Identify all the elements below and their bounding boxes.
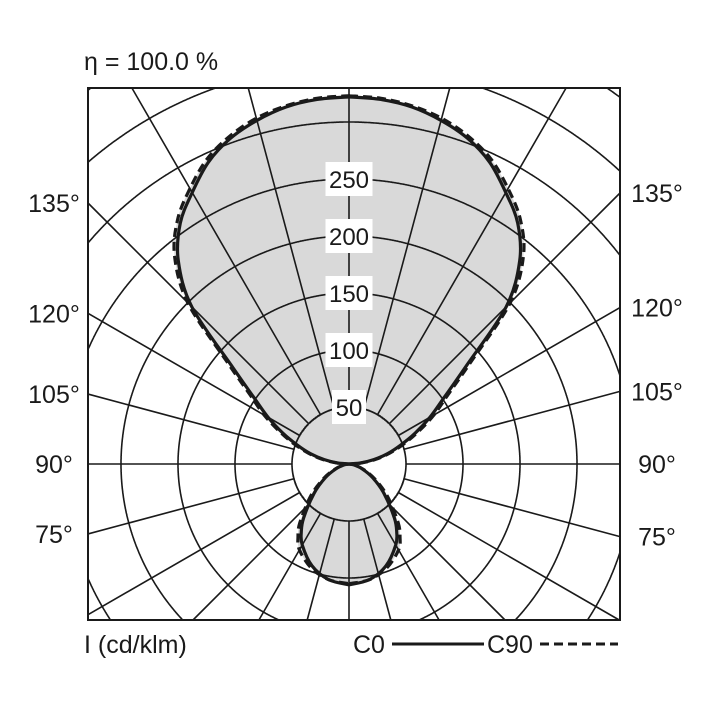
- tick-label-bg: [332, 390, 366, 424]
- grid-ring: [87, 121, 621, 256]
- grid-spoke: [258, 512, 322, 621]
- grid-spoke: [306, 518, 336, 621]
- grid-spoke: [192, 503, 310, 621]
- angle-label-left: 105°: [28, 381, 80, 409]
- radial-tick-labels: 50 100 150 200 250: [325, 162, 373, 424]
- grid-spoke: [247, 87, 336, 410]
- tick-label-bg: [325, 219, 373, 253]
- radial-tick-label: 150: [329, 281, 369, 308]
- grid-spoke: [403, 390, 621, 451]
- angle-label-left: 120°: [28, 300, 80, 328]
- radial-tick-label: 250: [329, 167, 369, 194]
- radial-tick-label: 50: [336, 395, 363, 422]
- angle-label-left: 90°: [35, 451, 73, 479]
- polar-grid: [87, 87, 621, 621]
- plot-frame: [87, 87, 621, 621]
- grid-spoke: [362, 518, 392, 621]
- angle-label-right: 90°: [638, 451, 676, 479]
- radial-tick-label: 100: [329, 338, 369, 365]
- grid-spoke: [376, 512, 440, 621]
- grid-spoke: [131, 87, 322, 416]
- grid-spoke: [397, 491, 620, 621]
- curve-c90: [172, 93, 526, 586]
- unit-label: I (cd/klm): [84, 631, 187, 659]
- series-curves: [172, 93, 526, 587]
- angle-label-left: 75°: [35, 521, 73, 549]
- angle-label-right: 135°: [631, 180, 683, 208]
- grid-spoke: [388, 503, 506, 621]
- angle-label-right: 120°: [631, 295, 683, 323]
- legend-label-c0: C0: [353, 631, 385, 659]
- chart-title: η = 100.0 %: [84, 48, 218, 76]
- grid-ring: [120, 235, 578, 621]
- angle-label-right: 75°: [638, 524, 676, 552]
- tick-label-bg: [325, 162, 373, 196]
- tick-label-bg: [325, 333, 373, 367]
- grid-spoke: [376, 87, 567, 416]
- angle-label-left: 135°: [28, 190, 80, 218]
- radial-tick-label: 200: [329, 224, 369, 251]
- grid-spoke: [87, 477, 295, 535]
- legend: C0 C90: [353, 631, 618, 659]
- angle-labels: 135° 135° 120° 120° 105° 105° 90° 90° 75° 75°: [28, 180, 683, 552]
- angle-label-right: 105°: [631, 378, 683, 406]
- grid-spoke: [362, 87, 451, 410]
- grid-spoke: [403, 477, 621, 538]
- tick-label-bg: [325, 276, 373, 310]
- grid-ring: [87, 87, 621, 172]
- legend-label-c90: C90: [487, 631, 533, 659]
- grid-spoke: [87, 202, 310, 425]
- grid-spoke: [87, 393, 295, 451]
- grid-spoke: [87, 491, 301, 616]
